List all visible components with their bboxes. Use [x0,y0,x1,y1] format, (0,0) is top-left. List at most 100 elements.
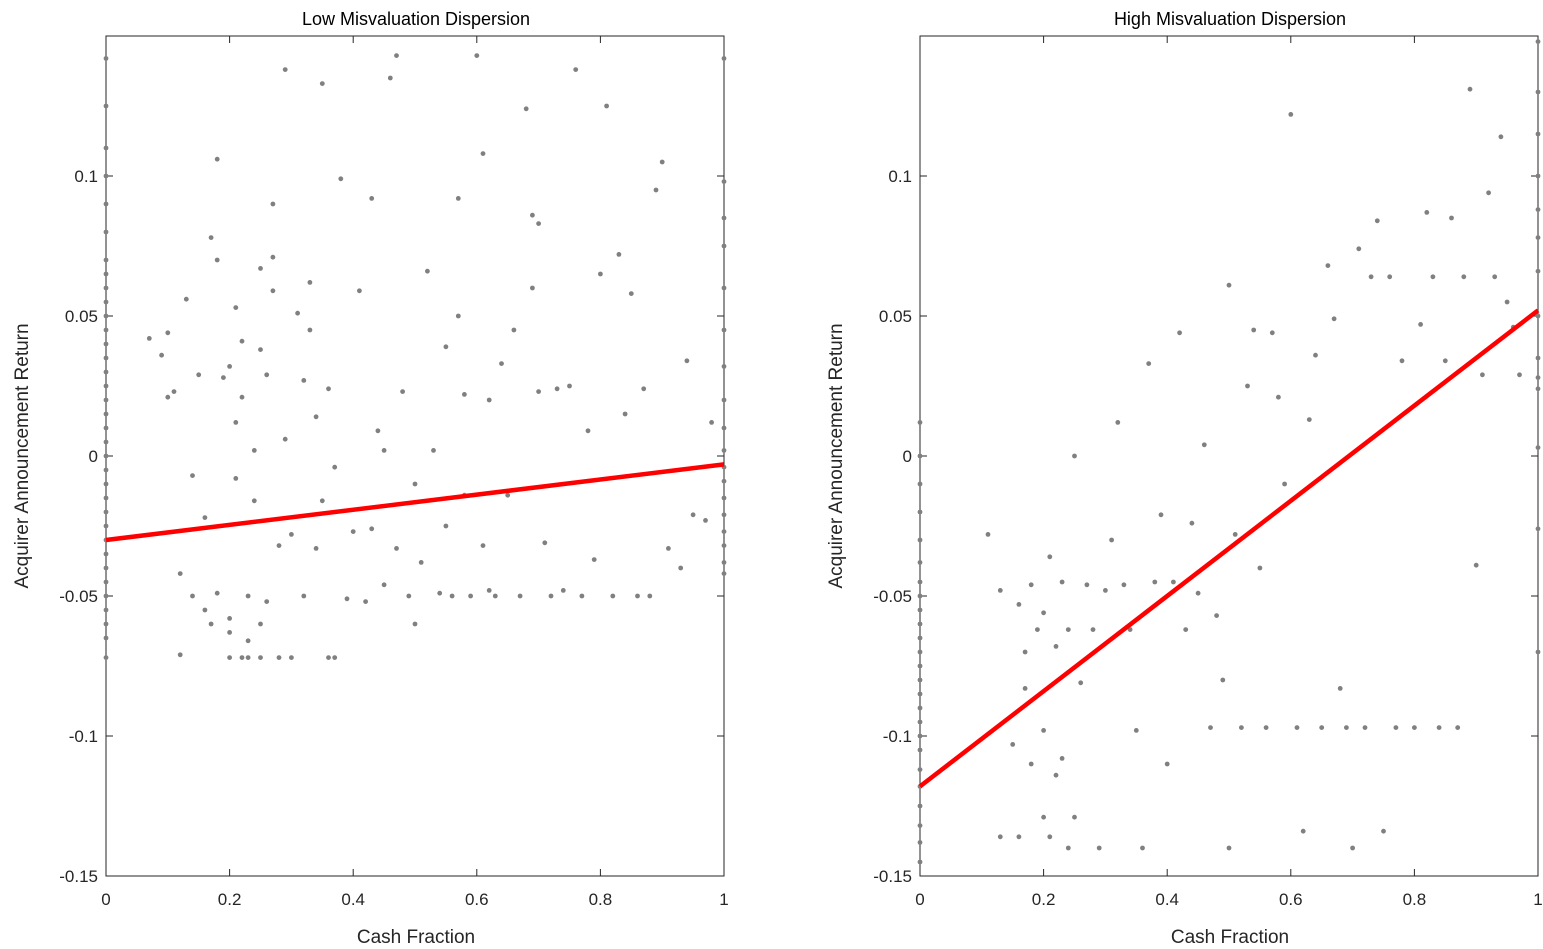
right-data-point [1084,582,1090,588]
left-data-point [103,173,109,179]
right-data-point [917,560,923,565]
left-data-point [622,411,628,417]
left-data-point [103,565,109,571]
right-data-point [1350,845,1355,851]
right-data-point [1356,246,1362,252]
right-data-point [1028,582,1034,588]
left-data-point [103,229,109,235]
left-data-point [721,397,727,403]
right-data-point [1393,725,1399,730]
left-y-tick-label: -0.15 [59,867,98,886]
right-y-axis-label: Acquirer Announcement Return [826,323,847,588]
right-data-point [1535,313,1541,319]
right-data-point [1486,190,1491,196]
right-data-point [1035,627,1040,632]
left-data-point [363,599,368,604]
right-data-point [917,593,923,599]
left-data-point [146,336,152,341]
left-data-point [542,540,548,546]
right-data-point [917,453,923,459]
right-subplot: High Misvaluation Dispersion Cash Fracti… [826,9,1543,948]
left-data-point [610,593,616,599]
right-data-point [917,481,923,487]
left-data-point [103,425,109,431]
left-data-point [103,257,109,263]
left-data-point [103,481,109,487]
left-y-axis-label: Acquirer Announcement Return [12,323,33,588]
left-data-point [103,56,109,61]
right-x-tick-label: 0.2 [1032,890,1056,909]
left-data-point [332,464,338,470]
left-data-point [301,378,307,383]
left-data-point [276,543,282,548]
left-x-tick-label: 0.6 [465,890,489,909]
left-data-point [530,212,535,218]
right-data-point [1535,268,1541,274]
left-data-point [227,364,233,369]
left-data-point [301,593,307,599]
left-data-point [431,448,436,453]
right-data-point [1387,274,1393,280]
right-data-point [917,579,923,585]
left-data-point [375,428,381,434]
left-data-point [616,252,622,257]
right-data-point [1449,215,1454,221]
left-data-point [165,394,171,400]
right-data-point [1022,649,1028,655]
right-data-point [1269,330,1275,336]
left-data-point [258,266,263,271]
left-data-point [103,453,109,459]
right-data-point [1016,602,1022,607]
left-data-point [418,560,424,565]
right-data-point [1195,590,1201,596]
left-data-point [505,492,511,498]
left-data-point [258,621,263,627]
left-data-point [449,593,455,599]
right-data-point [1535,89,1541,95]
right-data-point [1226,845,1232,851]
left-data-point [103,523,109,529]
right-data-point [1078,680,1084,686]
left-data-point [721,560,727,565]
right-data-point [1072,453,1077,459]
left-data-point [721,364,727,369]
left-data-point [659,159,665,165]
right-data-point [1535,386,1541,392]
left-x-tick-label: 0.8 [589,890,613,909]
right-data-point [1065,627,1071,632]
right-data-point [1337,686,1343,691]
right-data-point [1504,299,1510,305]
left-y-tick-label: 0 [89,447,98,466]
right-data-point [1362,725,1368,730]
left-data-point [276,655,282,660]
left-data-point [721,529,727,534]
left-data-point [585,428,591,434]
right-data-point [1263,725,1269,730]
right-data-point [1028,761,1034,767]
left-y-tick-label: -0.1 [69,727,98,746]
right-data-point [1480,372,1485,378]
left-data-point [598,271,603,277]
right-data-point [917,859,923,865]
right-data-point [1276,394,1281,400]
left-data-point [233,420,239,425]
right-data-point [1164,761,1170,767]
right-data-point [1535,355,1541,361]
right-axes-box [919,35,1539,877]
right-data-point [1535,173,1541,179]
left-data-point [103,369,109,375]
right-data-point [1424,210,1430,215]
left-data-point [635,593,640,599]
left-data-point [103,411,109,417]
right-data-point [1065,845,1071,851]
right-data-point [1344,725,1349,730]
right-data-point [1313,352,1318,358]
left-data-point [264,372,270,378]
left-data-point [394,53,399,58]
right-data-point [1072,814,1077,820]
left-data-point [165,330,171,336]
left-data-point [282,436,288,442]
left-data-point [239,338,245,344]
left-subplot: Low Misvaluation Dispersion Cash Fractio… [12,9,729,948]
